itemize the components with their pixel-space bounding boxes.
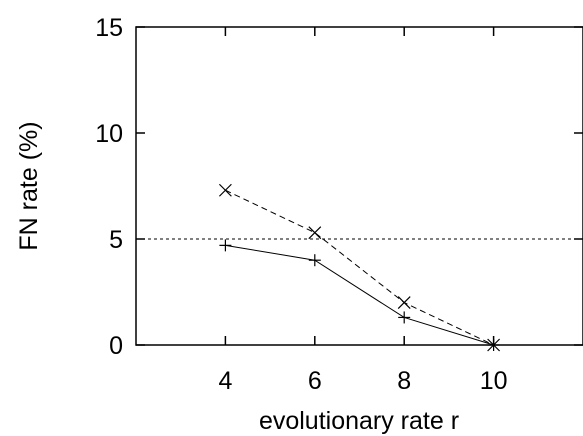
y-tick-label: 0: [109, 332, 123, 360]
series-line-1: [225, 189, 494, 346]
x-tick-label: 8: [397, 367, 411, 395]
x-marker: [218, 183, 232, 197]
x-tick-label: 10: [480, 367, 508, 395]
plot-frame: [135, 26, 583, 346]
x-axis-title: evolutionary rate r: [259, 407, 459, 435]
y-tick-label: 5: [109, 226, 123, 254]
series-line-2: [225, 244, 494, 346]
y-tick-label: 15: [95, 14, 123, 42]
x-tick-label: 4: [218, 367, 232, 395]
x-marker: [308, 226, 322, 240]
plus-marker: [219, 239, 232, 252]
y-tick-label: 10: [95, 120, 123, 148]
plus-marker: [398, 311, 411, 324]
plus-marker: [308, 254, 321, 267]
x-marker: [397, 296, 411, 310]
y-axis-title: FN rate (%): [15, 121, 43, 250]
x-tick-label: 6: [308, 367, 322, 395]
